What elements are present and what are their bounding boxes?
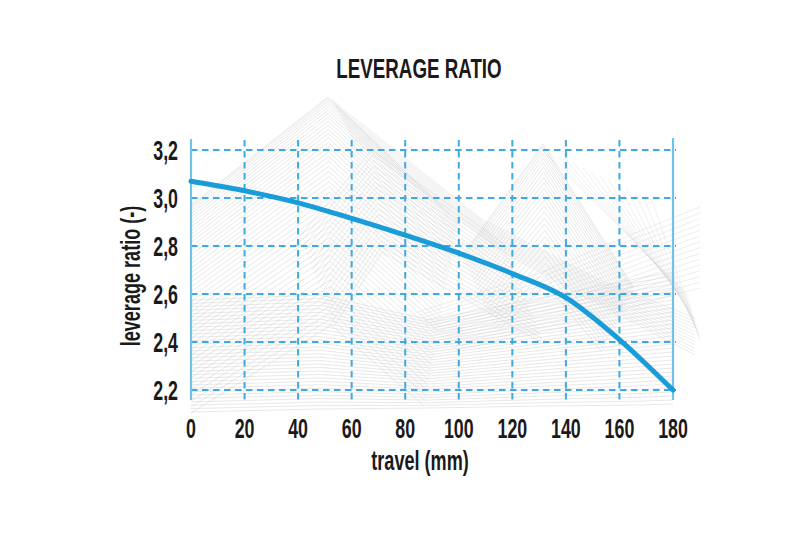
- x-tick-label: 180: [658, 413, 688, 444]
- y-tick-label: 3,0: [153, 183, 178, 214]
- x-axis-label: travel (mm): [371, 445, 468, 476]
- y-tick-label: 2,4: [153, 327, 178, 358]
- x-tick-label: 0: [186, 413, 196, 444]
- x-tick-label: 120: [497, 413, 527, 444]
- x-tick-label: 40: [288, 413, 308, 444]
- y-tick-label: 3,2: [153, 135, 178, 166]
- chart-title: LEVERAGE RATIO: [336, 52, 501, 84]
- x-tick-label: 160: [605, 413, 635, 444]
- x-tick-label: 100: [444, 413, 474, 444]
- y-tick-label: 2,8: [153, 231, 178, 262]
- x-tick-label: 60: [342, 413, 362, 444]
- leverage-ratio-chart: 0 20 40 60 80 100 120 140 160 180 3,2 3,0 2,8 2,6 2,4…: [0, 0, 800, 533]
- y-axis-label: leverage ratio (-): [115, 206, 146, 347]
- y-tick-label: 2,6: [153, 279, 178, 310]
- x-tick-label: 20: [235, 413, 255, 444]
- x-tick-label: 140: [551, 413, 581, 444]
- x-tick-label: 80: [395, 413, 415, 444]
- y-tick-label: 2,2: [153, 375, 178, 406]
